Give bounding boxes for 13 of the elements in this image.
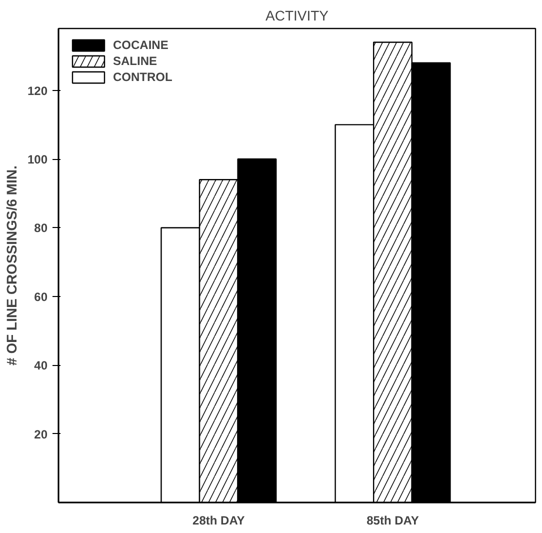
y-tick-label: 120 — [27, 84, 48, 98]
x-tick-label: 28th DAY — [192, 514, 245, 528]
y-tick-label: 100 — [27, 152, 48, 167]
y-tick-label: 60 — [34, 290, 48, 304]
legend-label: COCAINE — [113, 38, 168, 52]
y-tick-label: 20 — [34, 427, 48, 442]
legend-label: CONTROL — [113, 70, 172, 84]
y-axis-title: # OF LINE CROSSINGS/6 MIN. — [3, 166, 20, 366]
y-tick-label: 40 — [34, 358, 48, 373]
y-tick-label: 80 — [34, 221, 48, 236]
legend-label: SALINE — [113, 54, 158, 68]
chart-title: ACTIVITY — [265, 8, 330, 24]
x-tick-label: 85th DAY — [366, 514, 419, 528]
